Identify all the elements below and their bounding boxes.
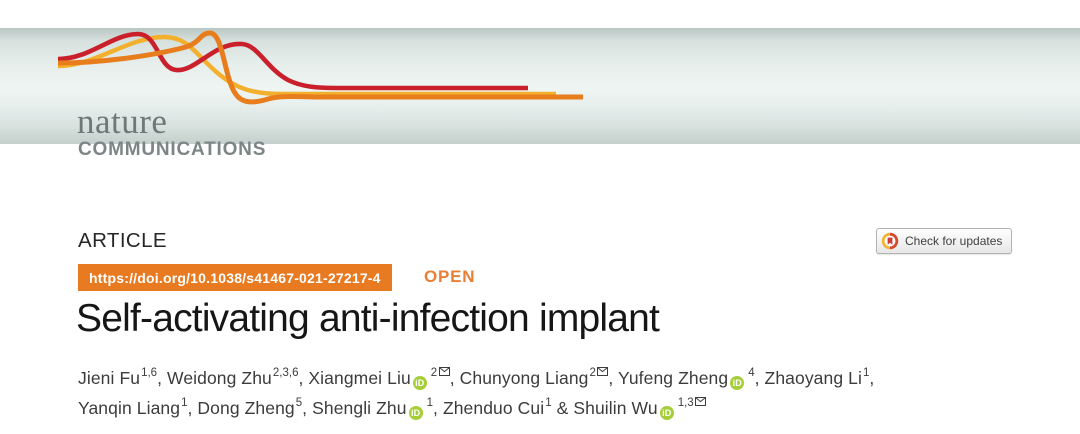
article-type-label: ARTICLE: [78, 229, 168, 252]
author-name: Yanqin Liang: [78, 398, 181, 418]
doi-text: https://doi.org/10.1038/s41467-021-27217…: [89, 269, 381, 286]
author-affiliation-superscript: 1,3: [678, 397, 707, 409]
author-affiliation-superscript: 4: [748, 367, 755, 380]
author-name: Shengli Zhu: [312, 398, 407, 418]
orcid-icon[interactable]: iD: [412, 375, 427, 390]
author-affiliation-superscript: 1: [545, 397, 552, 410]
article-title: Self-activating anti-infection implant: [76, 297, 660, 340]
author-list: Jieni Fu1,6, Weidong Zhu2,3,6, Xiangmei …: [78, 367, 875, 420]
author-name: Zhaoyang Li: [764, 368, 862, 388]
nature-logo-wordmark: nature: [77, 102, 168, 141]
author-name: Xiangmei Liu: [308, 368, 411, 388]
doi-link-badge[interactable]: https://doi.org/10.1038/s41467-021-27217…: [78, 264, 392, 291]
author-name: Jieni Fu: [78, 368, 141, 388]
author-affiliation-superscript: 2: [431, 367, 450, 379]
orcid-icon[interactable]: iD: [730, 375, 745, 390]
author-affiliation-superscript: 1,6: [141, 367, 158, 380]
author-affiliation-superscript: 1: [426, 397, 433, 410]
orcid-icon[interactable]: iD: [408, 405, 423, 420]
open-access-label: OPEN: [424, 267, 476, 286]
crossmark-icon: [881, 232, 899, 250]
email-envelope-icon[interactable]: [695, 397, 707, 409]
email-envelope-icon[interactable]: [597, 367, 609, 379]
author-name: Zhenduo Cui: [442, 398, 545, 418]
nature-logo-waves-icon: [57, 30, 583, 105]
author-name: Yufeng Zheng: [618, 368, 729, 388]
author-name: Chunyong Liang: [459, 368, 589, 388]
email-envelope-icon[interactable]: [438, 367, 450, 379]
check-for-updates-label: Check for updates: [905, 234, 1003, 248]
check-for-updates-button[interactable]: Check for updates: [876, 228, 1013, 254]
author-name: Weidong Zhu: [167, 368, 272, 388]
author-affiliation-superscript: 2: [590, 367, 609, 379]
author-affiliation-superscript: 5: [295, 397, 303, 410]
author-name: Dong Zheng: [197, 398, 295, 418]
author-affiliation-superscript: 2,3,6: [272, 367, 299, 380]
orcid-icon[interactable]: iD: [659, 405, 674, 420]
journal-banner: nature COMMUNICATIONS: [0, 28, 1080, 159]
author-affiliation-superscript: 1: [181, 397, 188, 410]
author-name: Shuilin Wu: [573, 398, 658, 418]
author-affiliation-superscript: 1: [862, 367, 870, 380]
communications-wordmark: COMMUNICATIONS: [78, 139, 267, 160]
